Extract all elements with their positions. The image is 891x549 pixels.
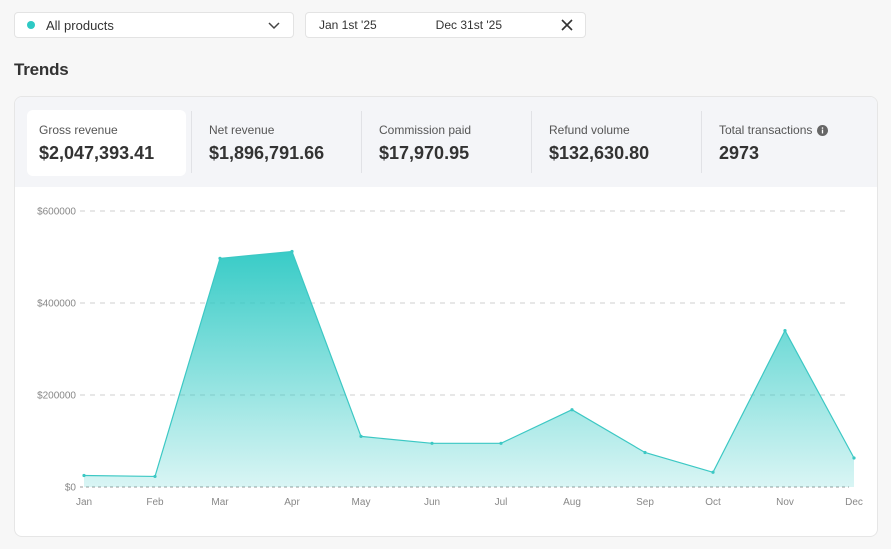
kpi-value: $2,047,393.41 (39, 143, 155, 163)
kpi-value: 2973 (719, 143, 760, 163)
x-tick-label: Feb (146, 497, 164, 508)
kpi-strip: Gross revenue $2,047,393.41 Net revenue … (15, 97, 877, 187)
y-tick-label: $0 (65, 483, 77, 494)
data-point (783, 329, 787, 333)
kpi-value: $1,896,791.66 (209, 143, 325, 163)
series-area (84, 251, 854, 487)
chevron-down-icon (268, 22, 280, 30)
x-tick-label: Sep (636, 497, 654, 508)
kpi-label: Gross revenue (39, 123, 118, 137)
x-tick-label: Aug (563, 497, 581, 508)
series-line (83, 250, 855, 478)
date-range-end[interactable]: Dec 31st '25 (435, 18, 502, 32)
kpi-divider (361, 111, 362, 173)
x-tick-label: Apr (284, 497, 300, 508)
x-tick-label: Dec (845, 497, 863, 508)
data-point (570, 408, 574, 412)
data-point (852, 456, 856, 460)
data-point (153, 474, 157, 479)
kpi-net-revenue[interactable]: Net revenue $1,896,791.66 (197, 110, 357, 176)
kpi-value: $17,970.95 (379, 143, 470, 163)
data-point (359, 434, 363, 438)
kpi-label: Refund volume (549, 123, 630, 137)
x-tick-label: Mar (211, 497, 229, 508)
trends-panel: Gross revenue $2,047,393.41 Net revenue … (14, 96, 878, 537)
date-range-start[interactable]: Jan 1st '25 (319, 18, 377, 32)
x-tick-label: May (352, 497, 371, 508)
date-range-picker[interactable]: Jan 1st '25 Dec 31st '25 (305, 12, 586, 38)
data-point (82, 473, 86, 478)
kpi-label: Net revenue (209, 123, 275, 137)
data-point (643, 450, 647, 455)
data-point (711, 470, 715, 474)
kpi-divider (191, 111, 192, 173)
kpi-divider (701, 111, 702, 173)
revenue-trend-chart: $0 $200000 $400000 $600000 Jan Feb Mar Apr May Ju… (37, 207, 863, 509)
data-point (430, 441, 434, 445)
data-point (218, 256, 222, 260)
y-tick-label: $200000 (37, 391, 76, 402)
y-tick-label: $400000 (37, 299, 76, 310)
kpi-label-row: Total transactions (719, 123, 867, 137)
kpi-label: Commission paid (379, 123, 472, 137)
product-filter-select[interactable]: All products (14, 12, 294, 38)
data-point (499, 441, 503, 445)
x-tick-label: Nov (776, 497, 794, 508)
kpi-value: $132,630.80 (549, 143, 650, 163)
x-tick-label: Jun (424, 497, 440, 508)
product-status-dot (27, 21, 35, 29)
x-tick-label: Jan (76, 497, 92, 508)
kpi-total-transactions[interactable]: Total transactions 2973 (707, 110, 867, 176)
close-icon[interactable] (561, 19, 573, 31)
kpi-gross-revenue[interactable]: Gross revenue $2,047,393.41 (27, 110, 186, 176)
data-point (290, 249, 294, 254)
kpi-divider (531, 111, 532, 173)
y-tick-label: $600000 (37, 207, 76, 218)
product-filter-label: All products (46, 17, 114, 33)
kpi-label: Total transactions (719, 123, 813, 137)
x-tick-label: Oct (705, 497, 721, 508)
kpi-refund-volume[interactable]: Refund volume $132,630.80 (537, 110, 697, 176)
kpi-commission-paid[interactable]: Commission paid $17,970.95 (367, 110, 527, 176)
info-icon[interactable] (817, 124, 829, 136)
x-tick-label: Jul (495, 497, 508, 508)
section-title: Trends (14, 60, 69, 79)
